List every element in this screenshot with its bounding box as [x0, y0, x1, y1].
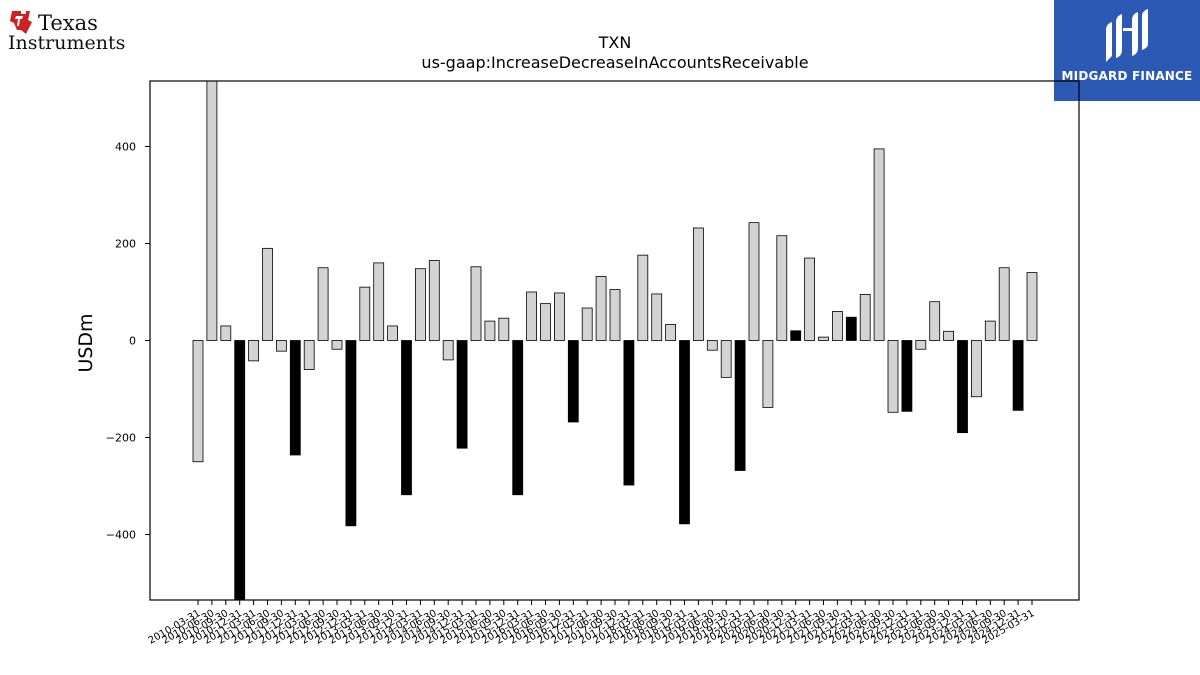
bar-2014-06-30 [428, 260, 440, 341]
bar-2018-06-30 [651, 293, 663, 341]
ti-logo-line2: Instruments [8, 32, 126, 54]
bar-2010-12-31 [234, 340, 246, 601]
midgard-finance-wordmark: MIDGARD FINANCE [1061, 69, 1193, 83]
bar-2015-12-31 [512, 340, 524, 496]
bar-2011-12-31 [289, 340, 301, 456]
bar-2012-09-30 [331, 340, 343, 350]
bar-2014-03-31 [414, 268, 426, 341]
bar-2011-03-31 [248, 340, 260, 362]
bar-2018-03-31 [637, 254, 649, 341]
x-axis: 2010-03-312010-06-302010-09-302010-12-31… [147, 600, 1037, 647]
bar-2023-09-30 [943, 330, 954, 341]
bar-2023-12-31 [957, 340, 968, 434]
bar-2013-03-31 [359, 286, 371, 341]
y-axis-label: USDm [75, 313, 97, 372]
bar-2024-06-30 [984, 320, 996, 341]
bar-2021-09-30 [832, 310, 843, 341]
bars-group [192, 80, 1038, 601]
y-tick-label: 200 [115, 237, 136, 250]
chart-subtitle: us-gaap:IncreaseDecreaseInAccountsReceiv… [421, 53, 808, 72]
midgard-mark-icon [1106, 9, 1148, 62]
bar-2017-03-31 [581, 307, 593, 341]
bar-2019-03-31 [693, 227, 704, 341]
y-axis: −400 −200 0 200 400 [106, 140, 150, 542]
bar-2023-03-31 [915, 340, 927, 350]
bar-2020-06-30 [762, 340, 774, 408]
bar-2021-03-31 [804, 257, 815, 341]
ti-chip-icon [10, 11, 32, 34]
bar-2020-12-31 [790, 330, 802, 341]
bar-2016-06-30 [540, 303, 551, 341]
bar-2018-09-30 [665, 324, 676, 341]
bar-2014-12-31 [456, 340, 468, 449]
bar-2012-03-31 [303, 340, 315, 371]
bar-2016-09-30 [554, 292, 565, 341]
bar-2013-12-31 [401, 340, 412, 496]
bar-2018-12-31 [679, 340, 690, 525]
bar-2020-03-31 [748, 222, 760, 341]
bar-2013-06-30 [373, 262, 385, 341]
bar-2022-03-31 [859, 294, 871, 341]
y-tick-label: −400 [106, 529, 136, 542]
bar-2017-06-30 [595, 276, 607, 341]
bar-2010-09-30 [220, 325, 232, 341]
bar-2015-06-30 [484, 320, 496, 341]
bar-2016-12-31 [567, 340, 579, 423]
bar-2024-12-31 [1012, 340, 1024, 411]
bar-2011-09-30 [275, 340, 287, 352]
midgard-finance-logo: MIDGARD FINANCE [1054, 0, 1200, 101]
bar-2010-03-31 [192, 340, 204, 463]
bar-2012-06-30 [317, 267, 329, 341]
bar-2021-12-31 [845, 316, 857, 341]
bar-2025-03-31 [1026, 272, 1038, 341]
bar-2019-06-30 [706, 340, 718, 351]
bar-2021-06-30 [818, 336, 829, 341]
bar-2019-12-31 [734, 340, 746, 471]
bar-2012-12-31 [345, 340, 357, 527]
chart-title: TXN [598, 33, 632, 52]
bar-2015-09-30 [498, 317, 510, 341]
bar-2016-03-31 [526, 291, 537, 341]
y-tick-label: 400 [115, 140, 136, 153]
texas-instruments-logo: Texas Instruments [8, 8, 138, 54]
y-tick-label: 0 [129, 335, 136, 348]
bar-2022-06-30 [873, 148, 885, 341]
bar-2024-09-30 [998, 267, 1010, 341]
bar-2022-12-31 [901, 340, 913, 412]
bar-2014-09-30 [442, 340, 454, 361]
bar-2013-09-30 [387, 325, 399, 341]
bar-2024-03-31 [971, 340, 982, 398]
bar-2022-09-30 [887, 340, 899, 413]
bar-2017-09-30 [609, 289, 621, 341]
bar-2015-03-31 [470, 266, 482, 341]
plot-frame [149, 80, 1080, 601]
bar-2011-06-30 [262, 247, 273, 341]
y-tick-label: −200 [106, 432, 136, 445]
bar-2019-09-30 [720, 340, 732, 378]
ti-logo-line1: Texas [38, 11, 98, 35]
bar-2020-09-30 [776, 235, 788, 341]
bar-2017-12-31 [623, 340, 635, 486]
bar-2010-06-30 [206, 80, 218, 341]
bar-2023-06-30 [929, 301, 941, 341]
